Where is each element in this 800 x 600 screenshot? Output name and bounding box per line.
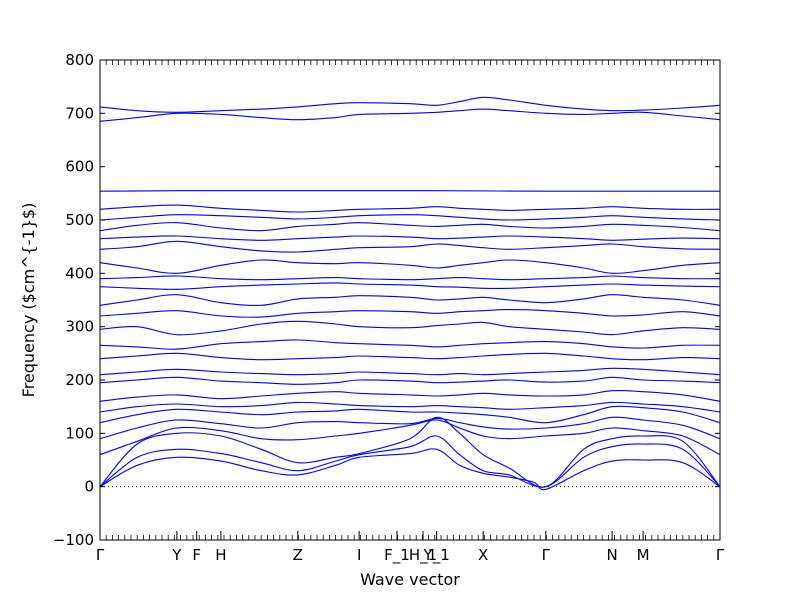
x-tick-label: H — [215, 546, 226, 564]
x-tick-label: I — [357, 546, 361, 564]
band-line-9 — [99, 376, 721, 385]
band-line-14 — [99, 309, 721, 318]
x-tick-label: Y_1 — [423, 546, 450, 565]
band-line-5 — [99, 416, 721, 440]
band-line-7 — [99, 401, 721, 413]
band-line-22 — [99, 214, 721, 221]
y-axis-label: Frequency ($cm^{-1}$) — [19, 203, 38, 398]
x-tick-label: Γ — [716, 546, 725, 564]
band-line-20 — [99, 235, 721, 241]
band-line-2 — [99, 435, 721, 488]
y-tick-label: 600 — [65, 158, 94, 176]
band-line-6 — [99, 405, 721, 424]
band-line-26 — [99, 96, 721, 113]
band-line-24 — [99, 190, 720, 192]
band-lines — [99, 96, 721, 491]
plot-frame — [99, 59, 721, 541]
x-tick-label: F — [192, 546, 201, 564]
band-line-18 — [99, 259, 721, 274]
band-line-4 — [99, 419, 721, 456]
x-tick-label: M — [637, 546, 650, 564]
band-line-25 — [99, 108, 721, 122]
band-line-3 — [99, 416, 721, 488]
y-tick-label: 500 — [65, 211, 94, 229]
x-axis-label: Wave vector — [360, 570, 460, 589]
band-line-16 — [99, 282, 721, 290]
y-tick-label: 0 — [84, 478, 94, 496]
band-line-19 — [99, 240, 721, 253]
x-tick-label: H_1 — [409, 546, 437, 565]
band-line-13 — [99, 320, 721, 336]
band-line-12 — [99, 339, 721, 350]
x-tick-label: Y — [171, 546, 182, 564]
x-tick-label: F_1 — [384, 546, 410, 565]
band-line-8 — [99, 389, 721, 402]
x-tick-group: Γ Y F H Z I F_1 H_1Y_1 X Γ N M Γ — [96, 60, 725, 565]
y-tick-label: 300 — [65, 318, 94, 336]
y-tick-group: −100 0 100 200 300 400 500 600 700 800 — [53, 51, 720, 549]
band-line-11 — [99, 352, 721, 361]
band-line-21 — [99, 222, 721, 232]
x-tick-label: Z — [293, 546, 303, 564]
y-tick-label: 100 — [65, 424, 94, 442]
x-tick-label: Γ — [96, 546, 105, 564]
band-line-23 — [99, 204, 721, 213]
y-tick-label: −100 — [53, 531, 94, 549]
band-line-15 — [99, 294, 721, 307]
band-line-1 — [99, 448, 721, 491]
band-line-17 — [99, 275, 721, 281]
x-tick-label: N — [607, 546, 618, 564]
x-tick-label: X — [478, 546, 488, 564]
band-line-10 — [99, 367, 721, 376]
y-tick-label: 700 — [65, 104, 94, 122]
y-tick-label: 400 — [65, 264, 94, 282]
y-tick-label: 200 — [65, 371, 94, 389]
y-tick-label: 800 — [65, 51, 94, 69]
x-tick-label: Γ — [542, 546, 551, 564]
